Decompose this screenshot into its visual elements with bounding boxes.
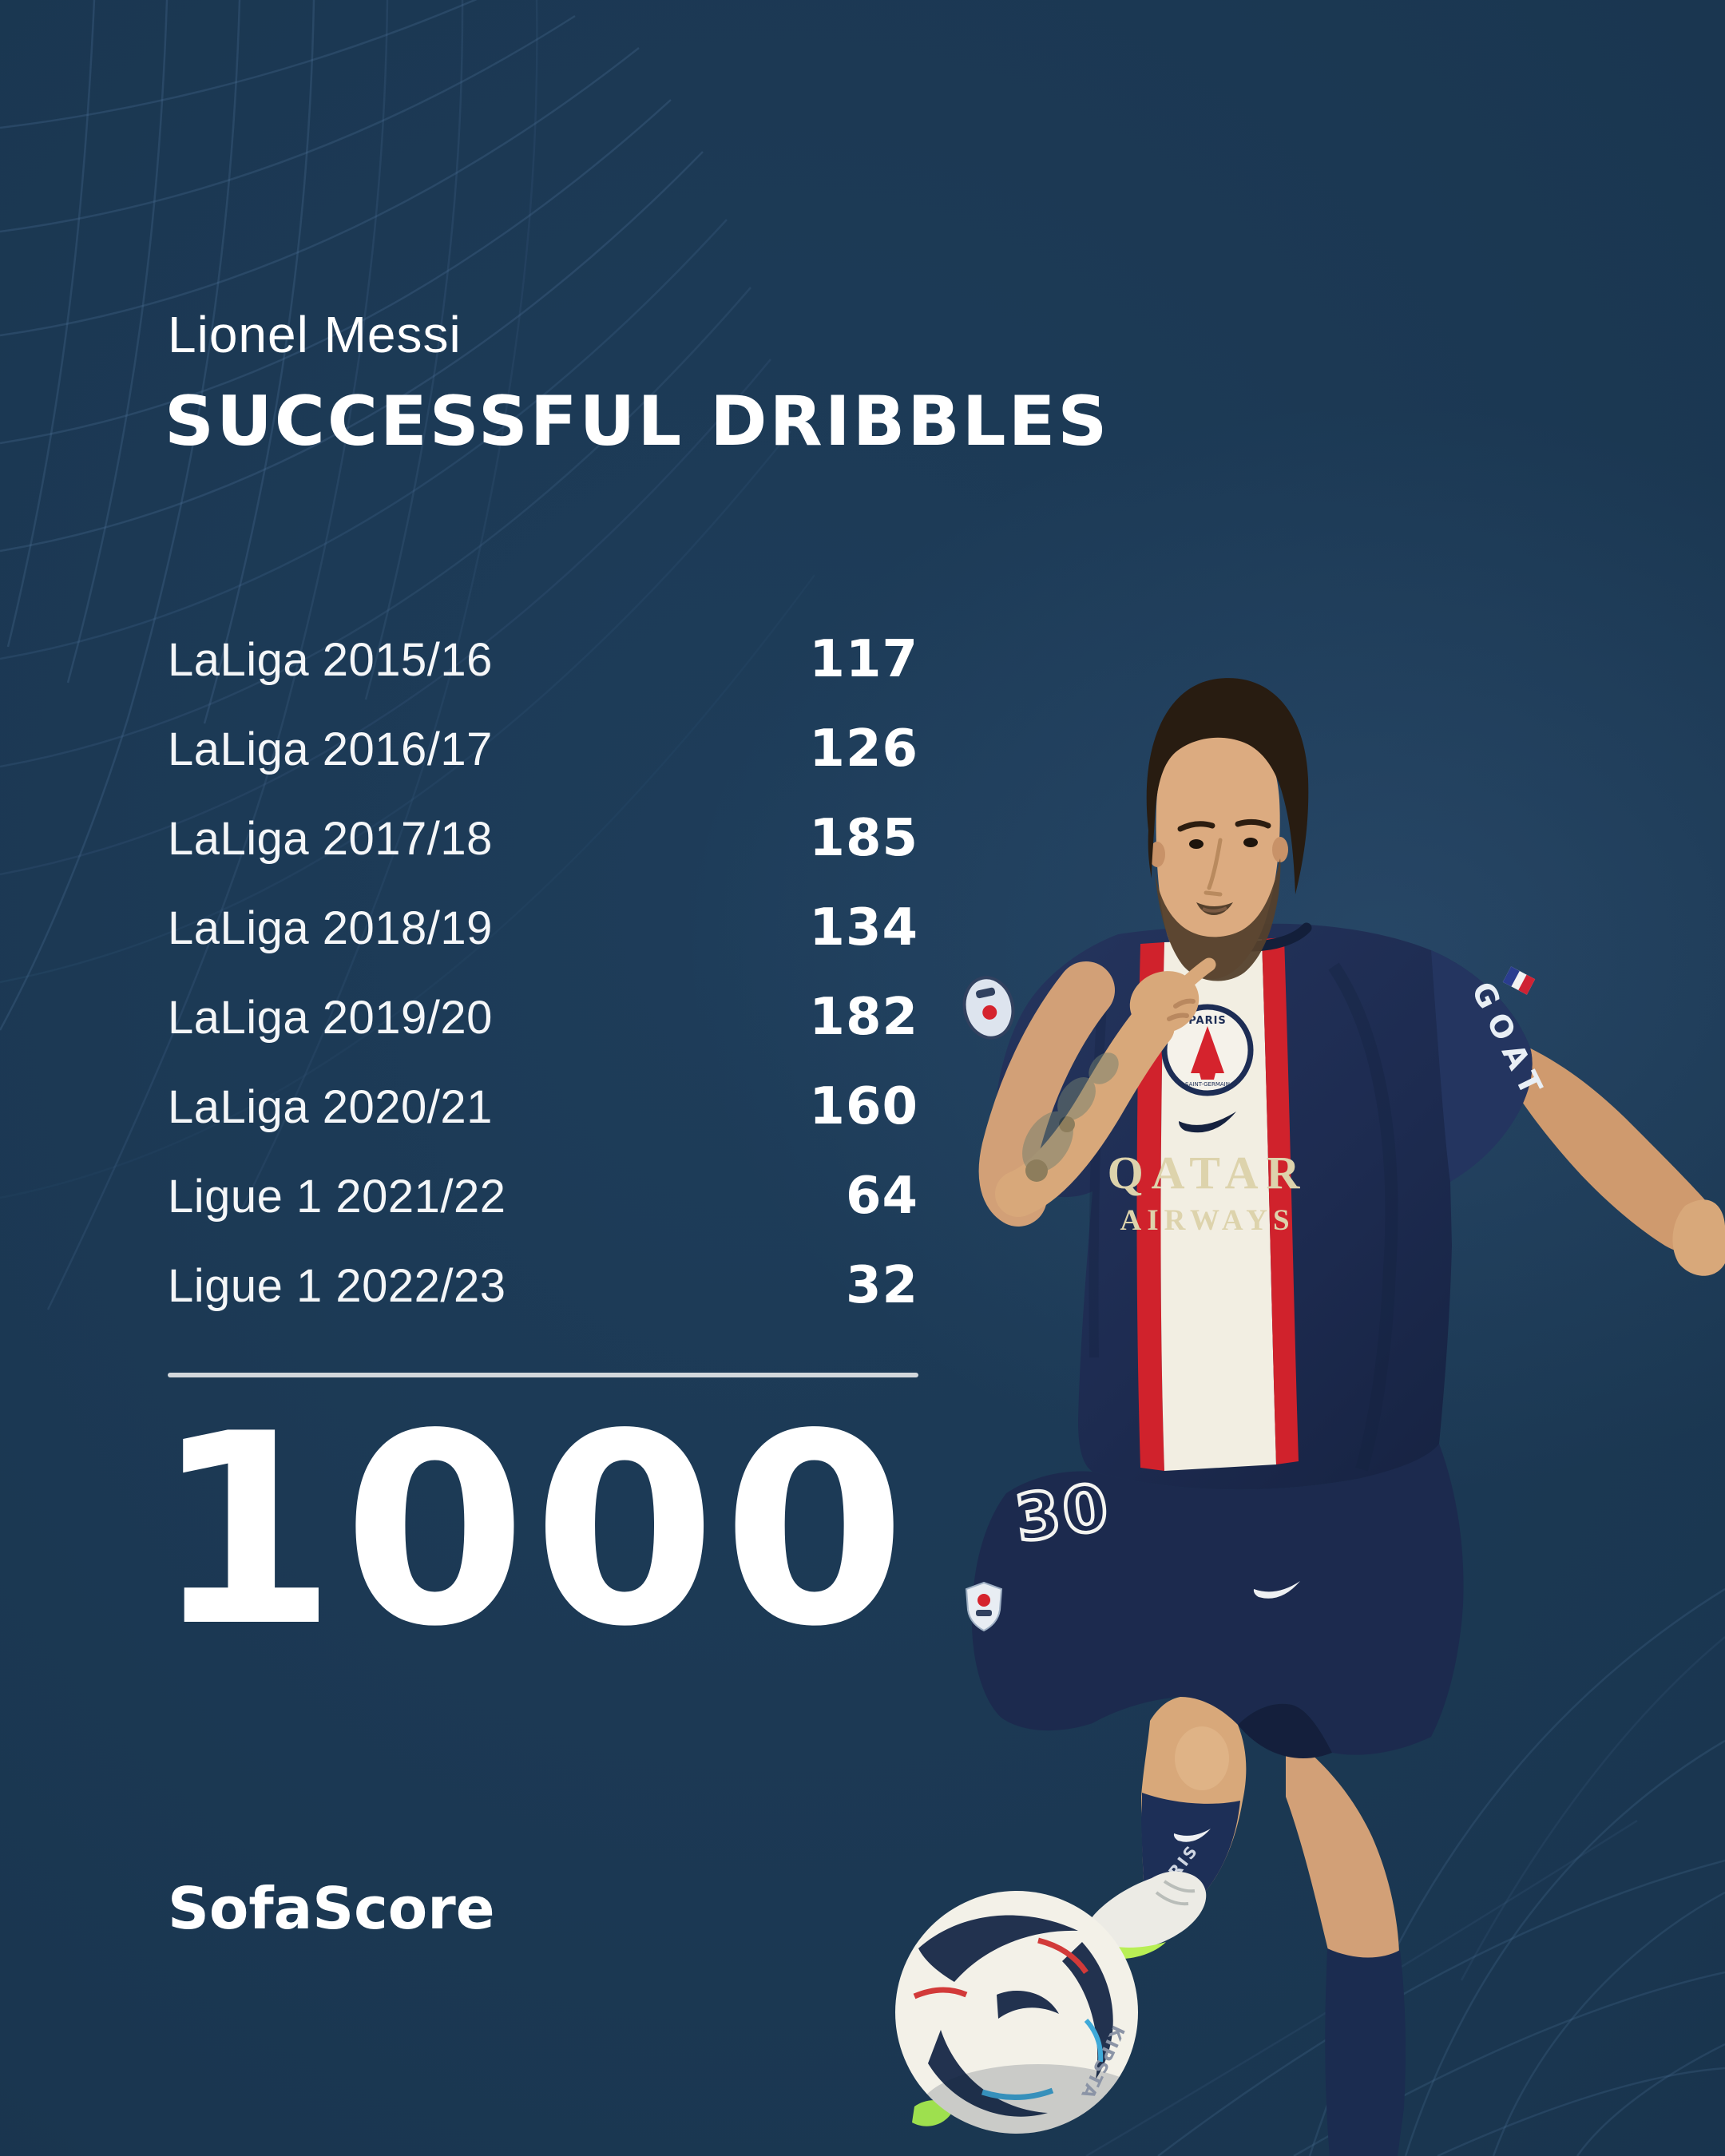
messi-photo: PARIS SAINT-GERMAIN QATAR AIRWAYS GOAT (895, 678, 1725, 2156)
stats-list: LaLiga 2015/16 117 LaLiga 2016/17 126 La… (168, 615, 918, 1330)
shorts-swoosh-icon (1253, 1581, 1300, 1599)
stat-label: LaLiga 2015/16 (168, 633, 493, 686)
stat-label: LaLiga 2019/20 (168, 991, 493, 1044)
stat-value: 160 (809, 1077, 918, 1136)
tattoos (1022, 1052, 1119, 1182)
stat-label: LaLiga 2017/18 (168, 812, 493, 865)
stat-label: LaLiga 2018/19 (168, 902, 493, 954)
jersey-sponsor-line2: AIRWAYS (1120, 1204, 1295, 1237)
front-leg: PARIS (1084, 1697, 1247, 1960)
stat-row: LaLiga 2019/20 182 (168, 973, 918, 1062)
crest-top-label: PARIS (1188, 1015, 1227, 1027)
france-flag-patch (1502, 966, 1536, 995)
stat-row: Ligue 1 2021/22 64 (168, 1151, 918, 1241)
page-title: SUCCESSFUL DRIBBLES (165, 382, 1110, 462)
stat-row: LaLiga 2015/16 117 (168, 615, 918, 704)
stat-row: LaLiga 2016/17 126 (168, 704, 918, 794)
nike-swoosh-icon (1179, 1112, 1236, 1133)
psg-crest: PARIS SAINT-GERMAIN (1161, 1004, 1254, 1096)
stat-value: 64 (845, 1167, 918, 1226)
total-dribbles: 1000 (153, 1377, 913, 1684)
stat-value: 117 (809, 630, 918, 689)
stat-label: LaLiga 2020/21 (168, 1080, 493, 1133)
shorts-patch (965, 1581, 1003, 1632)
stat-row: LaLiga 2017/18 185 (168, 794, 918, 883)
front-arm (978, 957, 1216, 1227)
stat-value: 134 (809, 898, 918, 957)
stat-value: 32 (845, 1256, 918, 1315)
stat-value: 185 (809, 809, 918, 868)
crest-bottom-label: SAINT-GERMAIN (1185, 1081, 1230, 1088)
grid-top-left (0, 0, 816, 1310)
shorts: 30 (965, 1444, 1464, 1758)
rear-leg (1286, 1733, 1406, 2156)
stat-value: 182 (809, 988, 918, 1047)
ball: KIPSTA (895, 1891, 1138, 2134)
stat-label: LaLiga 2016/17 (168, 723, 493, 775)
stat-label: Ligue 1 2022/23 (168, 1259, 506, 1312)
stat-row: LaLiga 2018/19 134 (168, 883, 918, 973)
sock-swoosh-icon (1173, 1829, 1211, 1842)
stat-row: LaLiga 2020/21 160 (168, 1062, 918, 1151)
stat-label: Ligue 1 2021/22 (168, 1170, 506, 1223)
shorts-number: 30 (1011, 1469, 1116, 1556)
divider-line (168, 1373, 918, 1377)
head (1146, 678, 1309, 981)
stat-row: Ligue 1 2022/23 32 (168, 1241, 918, 1330)
jersey-sponsor-line1: QATAR (1108, 1147, 1308, 1199)
sofascore-logo: SofaScore (168, 1875, 495, 1942)
stat-value: 126 (809, 719, 918, 779)
player-name: Lionel Messi (168, 306, 462, 363)
rear-arm (1503, 1038, 1725, 1276)
league-patch (962, 976, 1015, 1040)
